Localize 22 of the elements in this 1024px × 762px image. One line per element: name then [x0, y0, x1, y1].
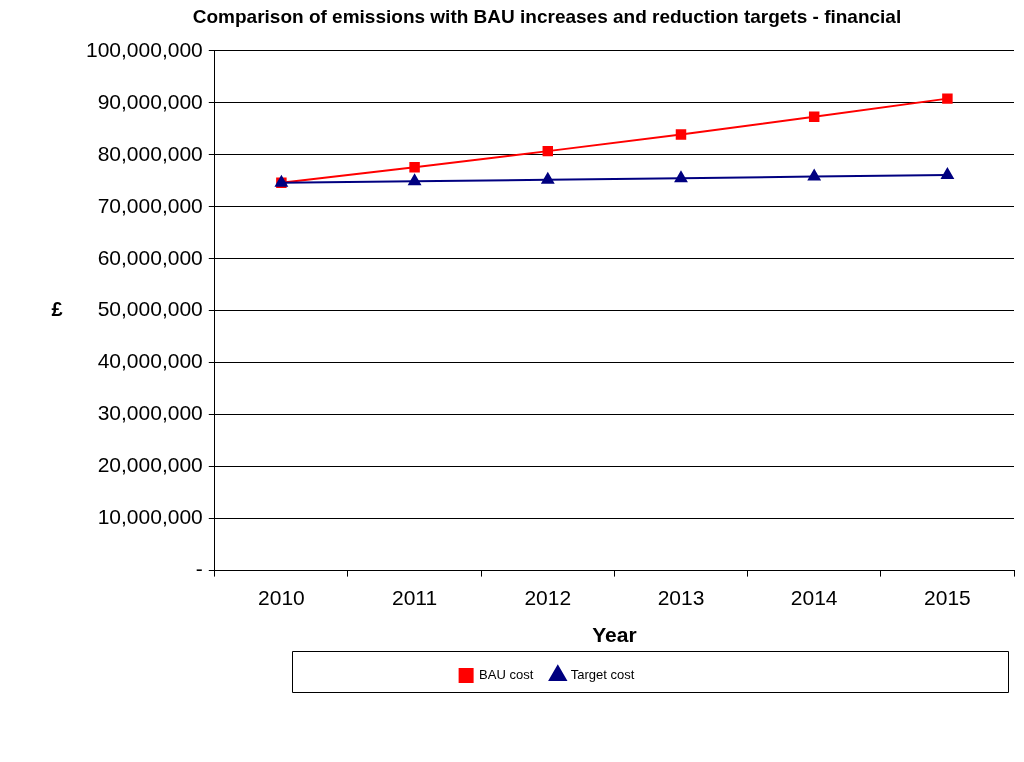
y-tick-label: 20,000,000: [97, 453, 203, 477]
y-tick-label: 60,000,000: [97, 245, 203, 269]
y-tick-label: 100,000,000: [85, 37, 203, 61]
x-tick-label: 2012: [524, 586, 572, 609]
y-tick-label: 80,000,000: [97, 141, 203, 165]
x-tick-label: 2013: [657, 586, 705, 609]
y-tick-label: 70,000,000: [97, 193, 203, 217]
y-tick-label: 50,000,000: [97, 297, 203, 321]
x-tick-label: 2011: [392, 586, 438, 609]
y-tick-label: 40,000,000: [97, 349, 203, 373]
y-tick-label: -: [195, 557, 203, 581]
x-tick-label: 2014: [790, 586, 838, 609]
x-tick-label: 2010: [258, 586, 305, 609]
y-tick-label: 30,000,000: [97, 401, 203, 425]
x-axis-title: Year: [592, 623, 637, 647]
chart-title: Comparison of emissions with BAU increases and reduction targets - financial: [192, 5, 902, 27]
legend-label: BAU cost: [479, 667, 534, 683]
y-tick-label: 10,000,000: [97, 505, 203, 529]
y-axis-title: £: [51, 298, 63, 321]
y-tick-label: 90,000,000: [97, 89, 203, 113]
x-tick-label: 2015: [924, 586, 971, 609]
legend-label: Target cost: [570, 667, 635, 683]
